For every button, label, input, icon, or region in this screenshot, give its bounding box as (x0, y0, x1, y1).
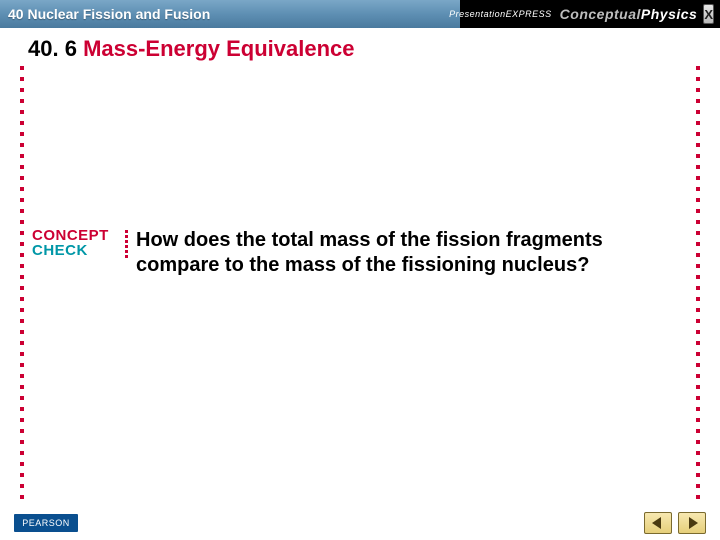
concept-check-line2: CHECK (32, 243, 124, 258)
concept-check-row: CONCEPT CHECK How does the total mass of… (32, 228, 660, 278)
chevron-right-icon (685, 517, 699, 529)
section-title: 40. 6 Mass-Energy Equivalence (28, 36, 692, 62)
nav-controls (644, 512, 706, 534)
brand-sub: PresentationEXPRESS (449, 9, 552, 19)
concept-check-line1: CONCEPT (32, 228, 124, 243)
publisher-logo: PEARSON (14, 514, 78, 532)
section-name: Mass-Energy Equivalence (83, 36, 354, 61)
chapter-label: 40 Nuclear Fission and Fusion (0, 0, 460, 28)
top-bar: 40 Nuclear Fission and Fusion Presentati… (0, 0, 720, 28)
close-button[interactable]: X (703, 4, 714, 24)
dot-border-right (696, 66, 700, 506)
brand-suffix: Physics (641, 6, 697, 22)
brand-prefix: Conceptual (560, 6, 641, 22)
footer: PEARSON (0, 510, 720, 540)
concept-check-dots (125, 230, 128, 258)
slide-content: 40. 6 Mass-Energy Equivalence CONCEPT CH… (0, 28, 720, 508)
concept-question: How does the total mass of the fission f… (136, 228, 606, 278)
dot-border-left (20, 66, 24, 506)
brand-main: ConceptualPhysics (560, 6, 698, 22)
next-button[interactable] (678, 512, 706, 534)
section-number: 40. 6 (28, 36, 77, 61)
prev-button[interactable] (644, 512, 672, 534)
chevron-left-icon (651, 517, 665, 529)
concept-check-badge: CONCEPT CHECK (32, 228, 124, 262)
brand-area: PresentationEXPRESS ConceptualPhysics X (460, 0, 720, 28)
